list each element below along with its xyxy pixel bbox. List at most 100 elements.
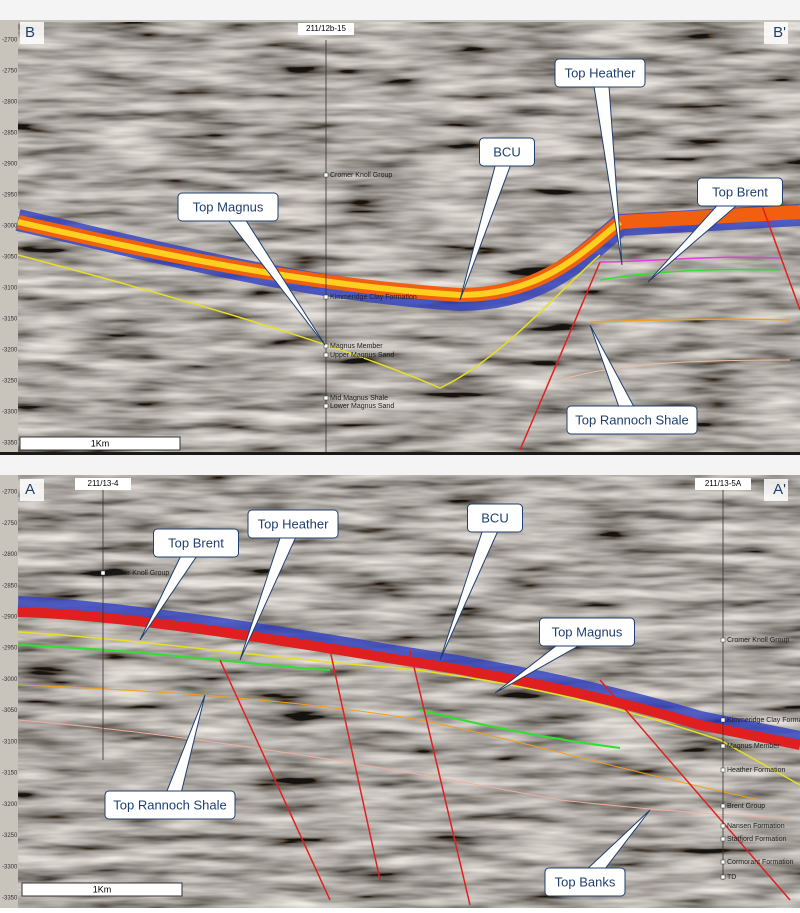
depth-label: -3150 (2, 317, 18, 323)
formation-label: Magnus Member (330, 343, 383, 350)
callout-box (104, 790, 236, 820)
callout-box (539, 617, 635, 647)
well-marker (720, 859, 726, 865)
well-marker (323, 294, 329, 300)
depth-label: -2900 (2, 615, 18, 621)
callout-box (247, 509, 339, 539)
depth-label: -3200 (2, 348, 18, 354)
corner-label: B (25, 24, 35, 41)
formation-label: Nansen Formation (727, 823, 785, 830)
depth-label: -3050 (2, 255, 18, 261)
well-marker (720, 717, 726, 723)
depth-label: -2900 (2, 162, 18, 168)
formation-label: Cromer Knoll Group (107, 570, 169, 577)
formation-label: Heather Formation (727, 767, 785, 774)
formation-label: TD (727, 874, 736, 881)
corner-box (764, 479, 788, 501)
well-marker (100, 570, 106, 576)
well-box (75, 478, 131, 490)
formation-label: Cormorant Formation (727, 859, 794, 866)
corner-label: A' (773, 481, 786, 498)
well-marker (323, 395, 329, 401)
well-marker (720, 836, 726, 842)
callout-box (544, 867, 626, 897)
well-marker (720, 823, 726, 829)
depth-label: -3250 (2, 379, 18, 385)
well-marker (720, 767, 726, 773)
callout-box (697, 177, 783, 207)
callout-box (554, 58, 646, 88)
formation-label: Cromer Knoll Group (727, 637, 789, 644)
callout-label: Top Rannoch Shale (113, 797, 226, 812)
panel-b (0, 0, 800, 455)
depth-label: -2800 (2, 552, 18, 558)
depth-label: -3200 (2, 802, 18, 808)
depth-label: -2750 (2, 69, 18, 75)
scale-bar: 1Km (91, 438, 110, 448)
callout-box (566, 405, 698, 435)
well-marker (323, 352, 329, 358)
callout-label: Top Magnus (552, 624, 623, 639)
callout-label: Top Brent (712, 184, 768, 199)
corner-box (764, 22, 788, 44)
depth-label: -3350 (2, 441, 18, 447)
depth-label: -2750 (2, 521, 18, 527)
corner-label: B' (773, 24, 786, 41)
corner-box (20, 479, 44, 501)
depth-label: -2850 (2, 583, 18, 589)
depth-label: -2950 (2, 193, 18, 199)
formation-label: Statfjord Formation (727, 836, 787, 843)
well-name: 211/12b-15 (306, 24, 346, 33)
callout-label: Top Rannoch Shale (575, 412, 688, 427)
callout-label: Top Magnus (193, 199, 264, 214)
corner-label: A (25, 481, 35, 498)
well-marker (720, 803, 726, 809)
well-marker (323, 403, 329, 409)
depth-label: -3350 (2, 896, 18, 902)
formation-label: Mid Magnus Shale (330, 395, 388, 402)
well-box (298, 23, 354, 35)
depth-label: -2850 (2, 131, 18, 137)
callout-label: BCU (481, 510, 508, 525)
callout-label: Top Heather (258, 516, 329, 531)
depth-label: -2950 (2, 646, 18, 652)
depth-label: -2700 (2, 38, 18, 44)
formation-label: Upper Magnus Sand (330, 352, 394, 359)
depth-label: -3050 (2, 708, 18, 714)
scale-bar: 1Km (93, 884, 112, 894)
panel-a (0, 455, 800, 908)
callout-box (467, 503, 523, 533)
formation-label: Brent Group (727, 803, 765, 810)
formation-label: Magnus Member (727, 743, 780, 750)
well-marker (720, 637, 726, 643)
callout-box (153, 528, 239, 558)
callout-label: Top Banks (555, 874, 616, 889)
depth-label: -2700 (2, 490, 18, 496)
well-marker (323, 172, 329, 178)
well-name: 211/13-5A (705, 479, 742, 488)
formation-label: Cromer Knoll Group (330, 172, 392, 179)
callout-label: Top Brent (168, 535, 224, 550)
depth-label: -2800 (2, 100, 18, 106)
depth-label: -3150 (2, 771, 18, 777)
formation-label: Kimmeridge Clay Formation (330, 294, 417, 301)
depth-label: -3100 (2, 739, 18, 745)
callout-label: BCU (493, 144, 520, 159)
formation-label: Lower Magnus Sand (330, 403, 394, 410)
callout-box (177, 192, 279, 222)
well-name: 211/13-4 (88, 479, 120, 488)
well-marker (323, 343, 329, 349)
well-marker (720, 874, 726, 880)
well-marker (720, 743, 726, 749)
depth-label: -3000 (2, 677, 18, 683)
formation-label: Kimmeridge Clay Formation (727, 717, 800, 724)
callout-label: Top Heather (565, 65, 636, 80)
well-box (695, 478, 751, 490)
callout-box (479, 137, 535, 167)
depth-label: -3300 (2, 410, 18, 416)
depth-label: -3100 (2, 286, 18, 292)
depth-label: -3250 (2, 833, 18, 839)
depth-label: -3300 (2, 864, 18, 870)
depth-label: -3000 (2, 224, 18, 230)
